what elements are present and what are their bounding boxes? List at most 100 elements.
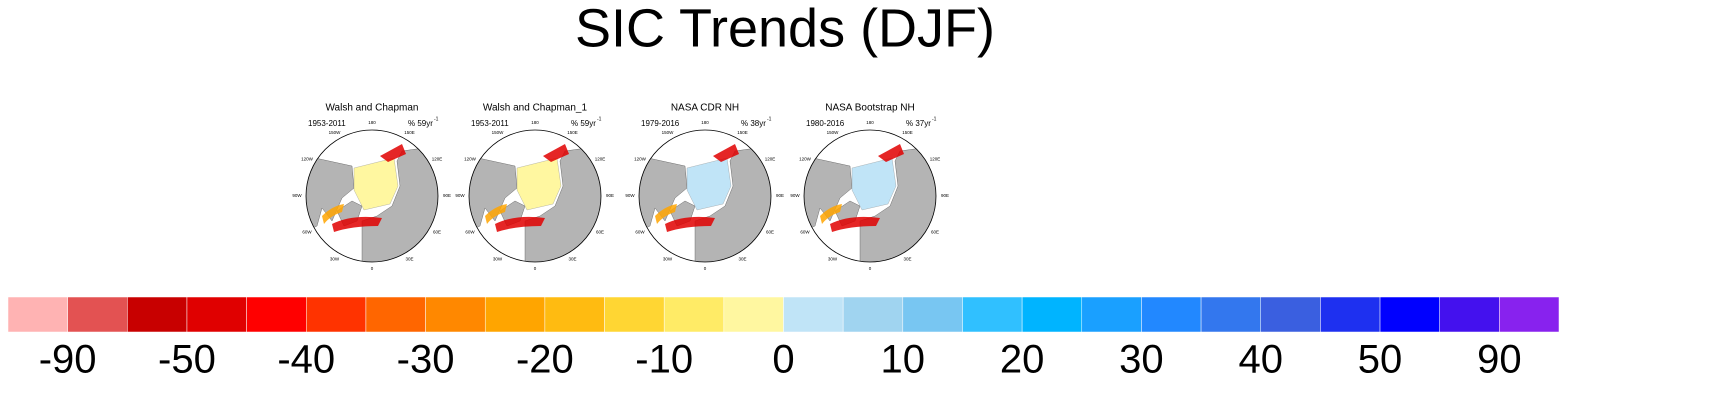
meridian-label: 120W xyxy=(634,157,647,162)
meridian-label: 30E xyxy=(568,256,576,261)
panel-units: % 38yr xyxy=(741,119,766,128)
colorbar-label: -20 xyxy=(516,338,574,382)
panel-title: NASA CDR NH xyxy=(671,103,739,114)
meridian-label: 180 xyxy=(866,120,874,125)
panel-title: Walsh and Chapman xyxy=(325,103,418,114)
meridian-label: 60W xyxy=(465,230,475,235)
meridian-label: 60E xyxy=(433,230,441,235)
colorbar-box xyxy=(842,296,904,333)
colorbar-box xyxy=(306,296,367,333)
colorbar-label: 20 xyxy=(1000,338,1045,382)
colorbar-label: -90 xyxy=(39,338,97,382)
map-panel: Walsh and Chapman 1953-2011 % 59yr -1 0 30E 60… xyxy=(292,103,451,272)
colorbar-label: 40 xyxy=(1238,338,1283,382)
panel-units: % 59yr xyxy=(571,119,596,128)
map-panel: Walsh and Chapman_1 1953-2011 % 59yr -1 0 30E… xyxy=(455,103,614,272)
panel-units: % 59yr xyxy=(408,119,433,128)
panel-period: 1980-2016 xyxy=(806,119,845,128)
map-border xyxy=(305,129,439,263)
colorbar-box xyxy=(127,296,188,333)
colorbar-label: -10 xyxy=(635,338,693,382)
map-border xyxy=(638,129,772,263)
map xyxy=(804,130,936,262)
meridian-label: 150E xyxy=(567,130,578,135)
trend-red-north xyxy=(878,144,904,162)
colorbar-box xyxy=(1379,296,1440,333)
trend-orange xyxy=(820,204,842,224)
meridian-label: 150W xyxy=(662,130,675,135)
colorbar-box xyxy=(186,296,247,333)
meridian-label: 0 xyxy=(534,266,537,271)
colorbar-label: -50 xyxy=(158,338,216,382)
meridian-label: 120E xyxy=(432,157,443,162)
trend-red-north xyxy=(543,144,569,162)
meridian-label: 150E xyxy=(404,130,415,135)
meridian-label: 90E xyxy=(941,193,949,198)
map xyxy=(306,130,438,262)
meridian-label: 60W xyxy=(635,230,645,235)
meridian-label: 30E xyxy=(903,256,911,261)
colorbar-box xyxy=(902,296,963,333)
panel-title: Walsh and Chapman_1 xyxy=(483,103,588,114)
meridian-label: 120W xyxy=(301,157,314,162)
meridian-label: 90W xyxy=(625,193,635,198)
meridian-label: 90E xyxy=(776,193,784,198)
meridian-label: 120W xyxy=(464,157,477,162)
meridian-label: 30W xyxy=(663,256,673,261)
colorbar-box xyxy=(604,296,665,333)
meridian-label: 150W xyxy=(492,130,505,135)
colorbar-box xyxy=(1081,296,1142,333)
colorbar-box xyxy=(962,296,1023,333)
colorbar-box xyxy=(544,296,605,333)
meridian-label: 120E xyxy=(595,157,606,162)
meridian-label: 180 xyxy=(531,120,539,125)
colorbar-box xyxy=(67,296,128,333)
panel-units-exponent: -1 xyxy=(767,116,772,122)
trend-red xyxy=(830,216,880,232)
trend-orange xyxy=(485,204,507,224)
colorbar-label: 90 xyxy=(1477,338,1522,382)
colorbar-box xyxy=(1141,296,1202,333)
panel-period: 1953-2011 xyxy=(308,119,346,128)
trend-red xyxy=(665,216,715,232)
meridian-label: 60E xyxy=(931,230,939,235)
panel-units: % 37yr xyxy=(906,119,931,128)
colorbar-box xyxy=(484,296,546,333)
colorbar-box xyxy=(1260,296,1321,333)
panel-period: 1953-2011 xyxy=(471,119,509,128)
meridian-label: 30W xyxy=(493,256,503,261)
meridian-label: 150W xyxy=(827,130,840,135)
map xyxy=(639,130,771,262)
trend-red xyxy=(332,216,382,232)
meridian-label: 180 xyxy=(701,120,709,125)
map-panel: NASA CDR NH 1979-2016 % 38yr -1 0 30E 60E 90E 12… xyxy=(625,103,784,272)
meridian-label: 120W xyxy=(799,157,812,162)
meridian-label: 150W xyxy=(329,130,342,135)
colorbar-box xyxy=(7,296,68,333)
colorbar-box xyxy=(783,296,844,333)
colorbar-label: -40 xyxy=(277,338,335,382)
trend-orange xyxy=(655,204,677,224)
meridian-label: 30W xyxy=(330,256,340,261)
trend-red-north xyxy=(380,144,406,162)
meridian-label: 0 xyxy=(371,266,374,271)
meridian-label: 30W xyxy=(828,256,838,261)
map xyxy=(469,130,601,262)
colorbar-box xyxy=(365,296,426,333)
colorbar-label: -30 xyxy=(397,338,455,382)
colorbar-box xyxy=(1439,296,1500,333)
colorbar-label: 10 xyxy=(881,338,926,382)
colorbar-box xyxy=(1320,296,1381,333)
meridian-label: 150E xyxy=(902,130,913,135)
colorbar-box xyxy=(1499,296,1560,333)
meridian-label: 90E xyxy=(443,193,451,198)
panel-period: 1979-2016 xyxy=(641,119,680,128)
meridian-label: 60E xyxy=(766,230,774,235)
trend-red-north xyxy=(713,144,739,162)
meridian-label: 0 xyxy=(704,266,707,271)
colorbar-box xyxy=(425,296,486,333)
colorbar-box xyxy=(1200,296,1261,333)
trend-orange xyxy=(322,204,344,224)
panel-title: NASA Bootstrap NH xyxy=(825,103,914,114)
